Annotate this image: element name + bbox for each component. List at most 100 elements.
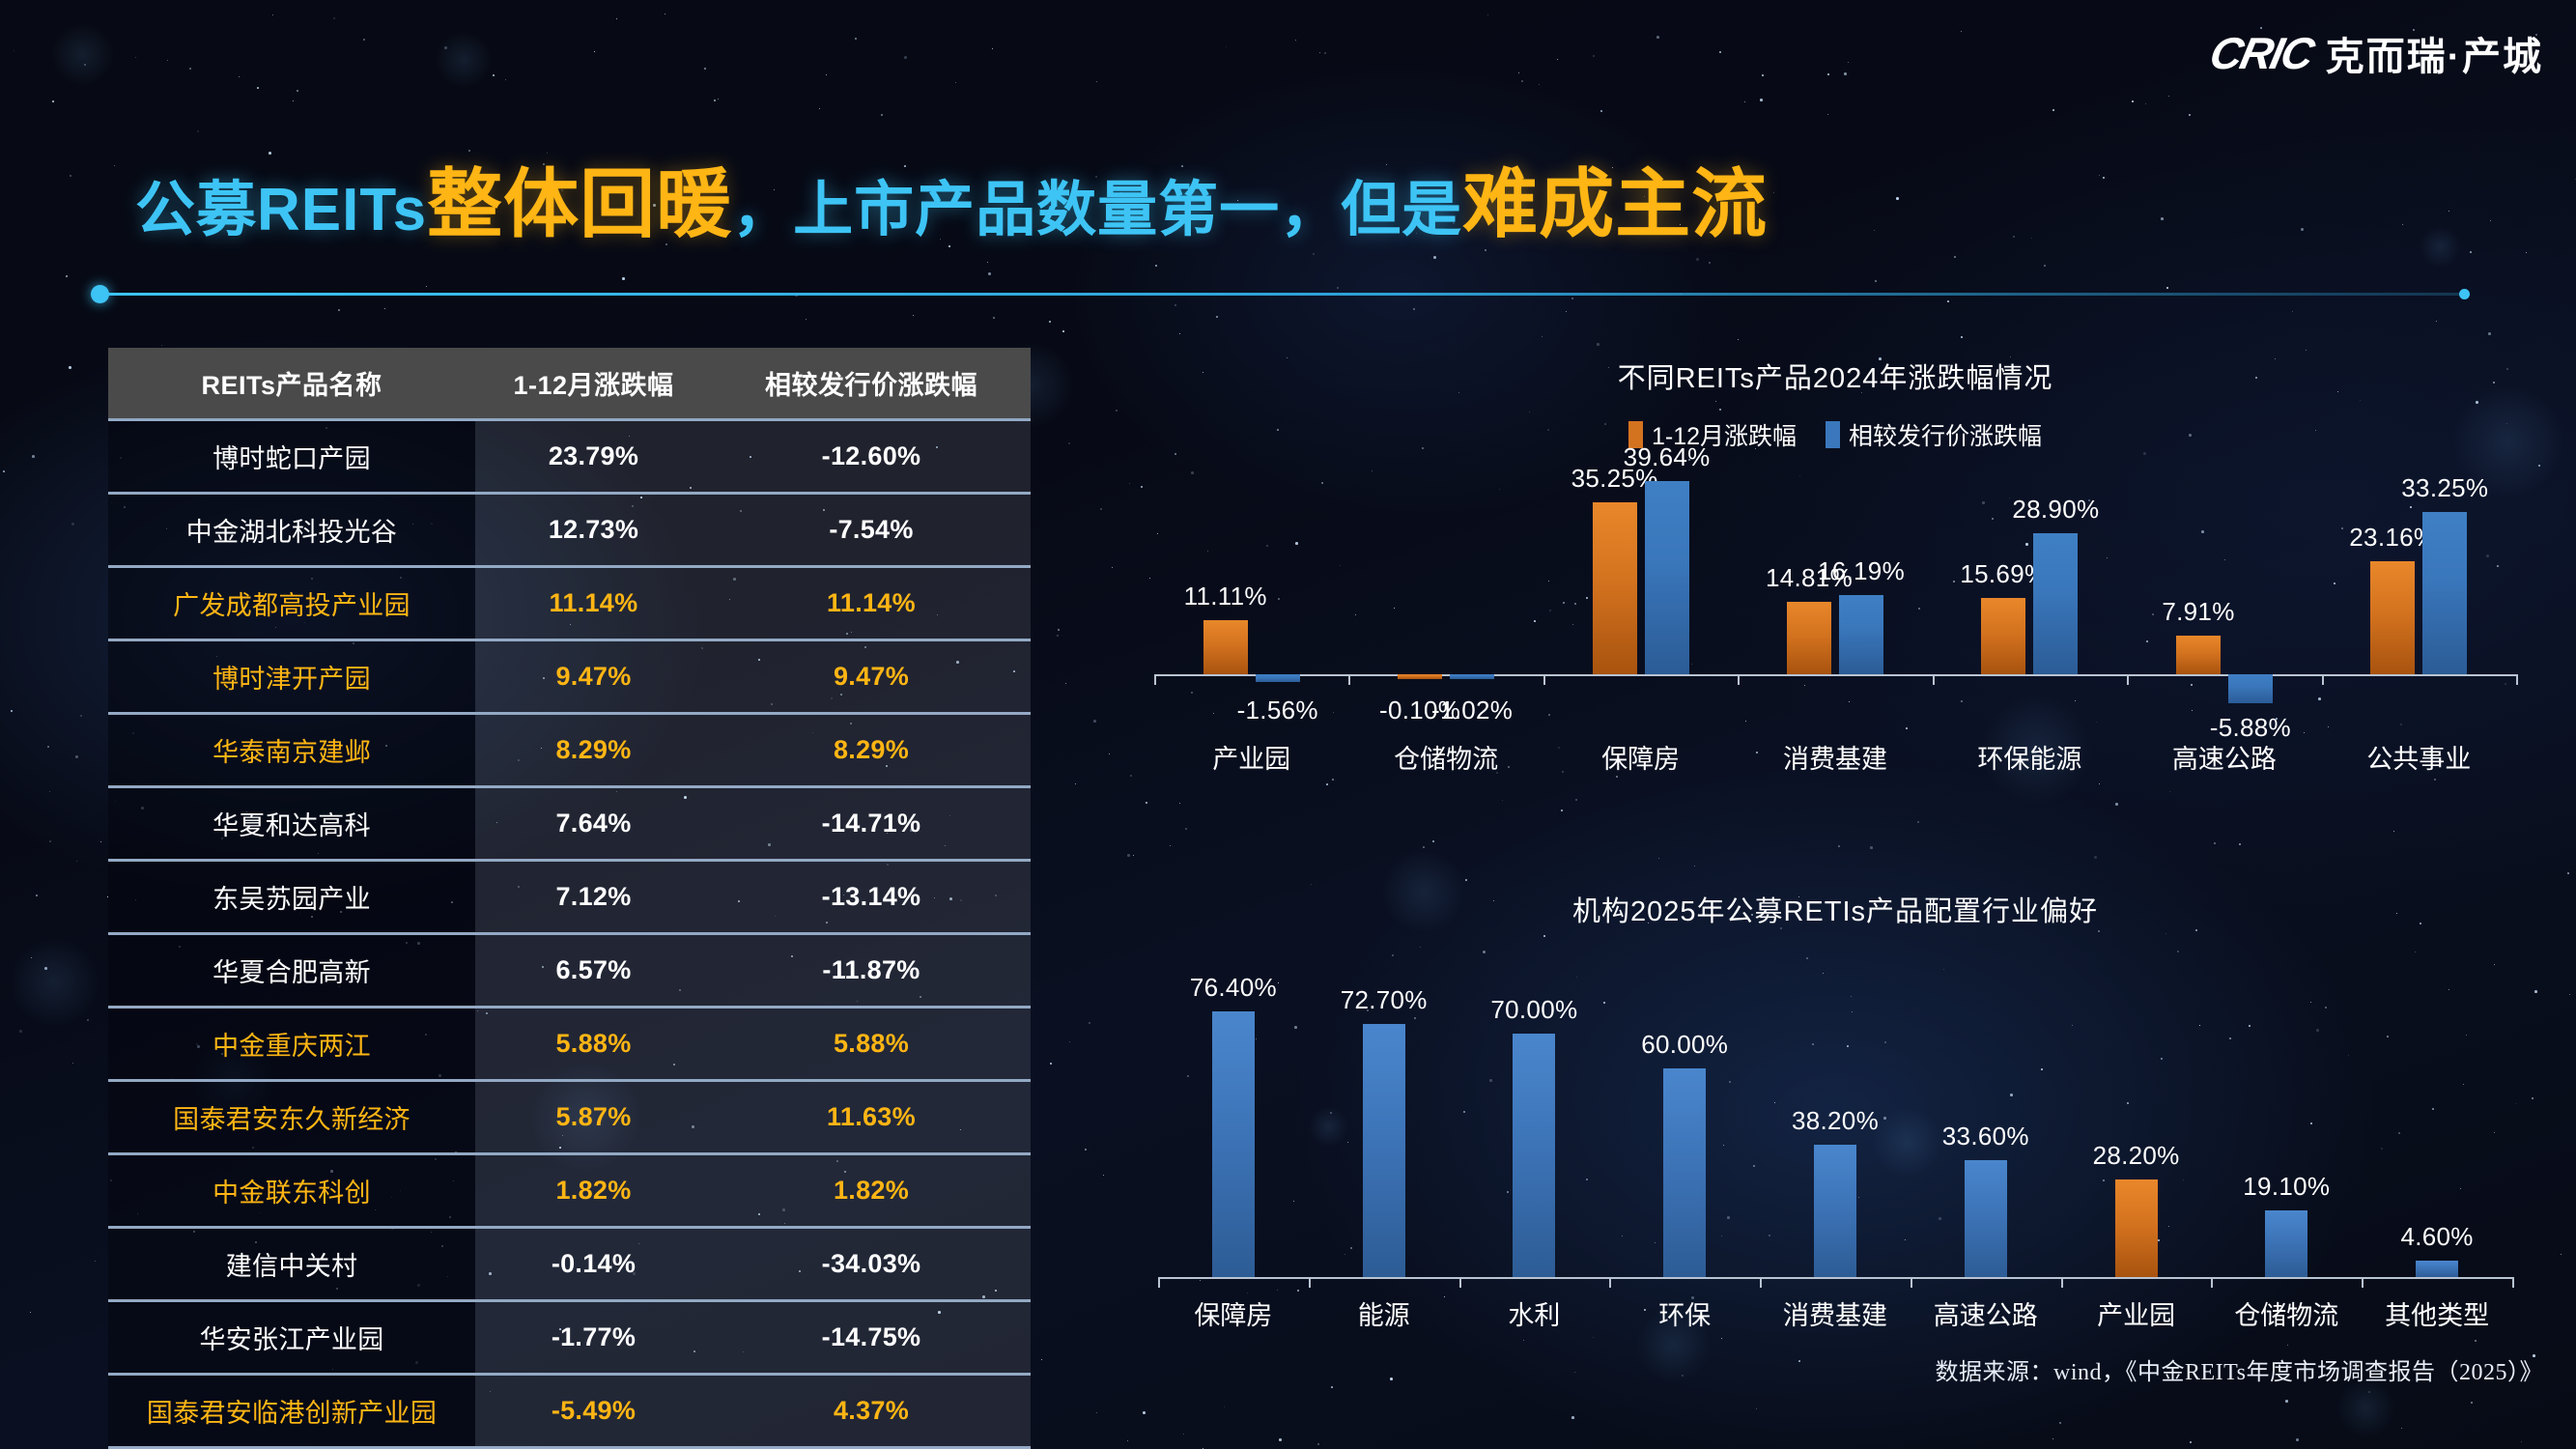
chart2-axis-tick — [1609, 1277, 1611, 1288]
chart1-category-label: 消费基建 — [1748, 738, 1922, 776]
chart1-legend: 1-12月涨跌幅 相较发行价涨跌幅 — [1145, 417, 2526, 452]
cell-product-name: 华泰南京建邺 — [108, 714, 475, 787]
legend-label-vsissue: 相较发行价涨跌幅 — [1849, 417, 2042, 452]
cell-product-name: 中金联东科创 — [108, 1154, 475, 1228]
cell-vs-issue: -34.03% — [712, 1228, 1031, 1301]
chart1-data-label: -1.02% — [1429, 696, 1515, 725]
table-body: 博时蛇口产园 23.79% -12.60% 中金湖北科投光谷 12.73% -7.54% 广… — [108, 420, 1031, 1449]
chart2-category-label: 产业园 — [2050, 1294, 2223, 1332]
cell-product-name: 中金湖北科投光谷 — [108, 494, 475, 567]
chart1-category-label: 公共事业 — [2332, 738, 2505, 776]
chart2-bar — [1965, 1160, 2007, 1277]
chart2-axis-tick — [1158, 1277, 1160, 1288]
chart1-category-label: 产业园 — [1165, 738, 1339, 776]
table-row: 广发成都高投产业园 11.14% 11.14% — [108, 567, 1031, 640]
chart2-axis-tick — [1309, 1277, 1311, 1288]
chart1-axis-tick — [1933, 674, 1935, 685]
cell-vs-issue: -14.75% — [712, 1301, 1031, 1375]
cell-product-name: 国泰君安临港创新产业园 — [108, 1375, 475, 1448]
chart1-bar — [1593, 502, 1637, 674]
chart1-bar — [1450, 674, 1494, 679]
table-row: 国泰君安东久新经济 5.87% 11.63% — [108, 1081, 1031, 1154]
cell-product-name: 中金重庆两江 — [108, 1008, 475, 1081]
chart2-bar — [1513, 1034, 1555, 1277]
chart2-data-label: 38.20% — [1758, 1106, 1912, 1136]
chart2-category-label: 仓储物流 — [2199, 1294, 2373, 1332]
legend-swatch-vsissue — [1826, 421, 1840, 448]
chart1-bar — [1256, 674, 1300, 682]
chart2-axis-tick — [2211, 1277, 2213, 1288]
chart2-category-label: 保障房 — [1146, 1294, 1320, 1332]
cell-ytd-change: -5.49% — [475, 1375, 712, 1448]
chart1-axis-tick — [1154, 674, 1156, 685]
chart1-bar — [1203, 620, 1248, 674]
chart2-bar — [1212, 1011, 1255, 1277]
table-row: 华泰南京建邺 8.29% 8.29% — [108, 714, 1031, 787]
chart2-bar — [2115, 1179, 2158, 1278]
chart1-bar — [1981, 598, 2025, 674]
table-row: 东吴苏园产业 7.12% -13.14% — [108, 861, 1031, 934]
chart1-axis-tick — [1738, 674, 1740, 685]
chart2-category-label: 高速公路 — [1899, 1294, 2073, 1332]
title-divider — [108, 293, 2465, 296]
cell-ytd-change: 1.82% — [475, 1154, 712, 1228]
cell-product-name: 博时蛇口产园 — [108, 420, 475, 494]
cell-ytd-change: 7.64% — [475, 787, 712, 861]
chart1-bar — [2228, 674, 2273, 703]
chart1-data-label: -1.56% — [1234, 696, 1321, 725]
chart1-data-label: 11.11% — [1182, 582, 1269, 611]
title-part-1: 公募REITs — [135, 177, 427, 243]
chart1-plot: 11.11% -1.56% 产业园 -0.10% -1.02% 仓储物流 35.25% 39.… — [1145, 469, 2526, 788]
chart2-data-label: 60.00% — [1607, 1030, 1762, 1060]
chart1-data-label: 33.25% — [2401, 473, 2488, 503]
title-part-2: 整体回暖 — [427, 161, 732, 246]
cell-ytd-change: 6.57% — [475, 934, 712, 1008]
chart1-axis-tick — [2322, 674, 2324, 685]
chart2-axis-tick — [2362, 1277, 2364, 1288]
chart2-axis-tick — [1459, 1277, 1461, 1288]
chart2-axis-tick — [1760, 1277, 1762, 1288]
chart2-category-label: 其他类型 — [2350, 1294, 2524, 1332]
table-row: 华夏和达高科 7.64% -14.71% — [108, 787, 1031, 861]
chart2-category-label: 能源 — [1297, 1294, 1471, 1332]
cell-vs-issue: 11.63% — [712, 1081, 1031, 1154]
chart1-bar — [2422, 512, 2467, 674]
chart1-x-axis — [1154, 674, 2516, 676]
chart2-plot: 76.40% 保障房 72.70% 能源 70.00% 水利 60.00% 环保 38.20% 消… — [1145, 968, 2526, 1345]
chart2-axis-tick — [2061, 1277, 2063, 1288]
chart2-bar — [2416, 1261, 2458, 1277]
chart2-bar — [1663, 1068, 1706, 1277]
logo-brand-text: CRIC — [2205, 27, 2317, 79]
cell-vs-issue: -13.14% — [712, 861, 1031, 934]
cric-logo: CRIC 克而瑞·产城 — [2211, 25, 2543, 81]
chart1-axis-tick — [2127, 674, 2129, 685]
table-row: 建信中关村 -0.14% -34.03% — [108, 1228, 1031, 1301]
legend-item-vsissue: 相较发行价涨跌幅 — [1826, 417, 2042, 452]
cell-vs-issue: -12.60% — [712, 420, 1031, 494]
chart1-axis-tick — [2516, 674, 2518, 685]
cell-product-name: 博时津开产园 — [108, 640, 475, 714]
chart2-bar — [1814, 1145, 1856, 1278]
chart1-data-label: 16.19% — [1818, 556, 1905, 586]
chart1-bar — [1839, 595, 1883, 674]
source-note: 数据来源：wind，《中金REITs年度市场调查报告（2025）》 — [1936, 1352, 2543, 1386]
col-header-vsissue: 相较发行价涨跌幅 — [712, 348, 1031, 420]
col-header-ytd: 1-12月涨跌幅 — [475, 348, 712, 420]
logo-name-text: 克而瑞·产城 — [2326, 25, 2543, 81]
cell-vs-issue: 5.88% — [712, 1008, 1031, 1081]
cell-vs-issue: -14.71% — [712, 787, 1031, 861]
table-row: 华夏合肥高新 6.57% -11.87% — [108, 934, 1031, 1008]
chart2-data-label: 4.60% — [2360, 1222, 2514, 1252]
cell-vs-issue: -7.54% — [712, 494, 1031, 567]
chart1-data-label: 7.91% — [2162, 597, 2234, 627]
cell-ytd-change: -1.77% — [475, 1301, 712, 1375]
chart1-axis-tick — [1543, 674, 1545, 685]
reits-table: REITs产品名称 1-12月涨跌幅 相较发行价涨跌幅 博时蛇口产园 23.79%… — [108, 348, 1031, 1449]
chart1-axis-tick — [1348, 674, 1350, 685]
table-row: 中金重庆两江 5.88% 5.88% — [108, 1008, 1031, 1081]
table-row: 国泰君安临港创新产业园 -5.49% 4.37% — [108, 1375, 1031, 1448]
chart1-bar — [1398, 674, 1442, 679]
cell-ytd-change: 11.14% — [475, 567, 712, 640]
chart1-category-label: 保障房 — [1554, 738, 1728, 776]
chart1-title: 不同REITs产品2024年涨跌幅情况 — [1145, 355, 2526, 396]
